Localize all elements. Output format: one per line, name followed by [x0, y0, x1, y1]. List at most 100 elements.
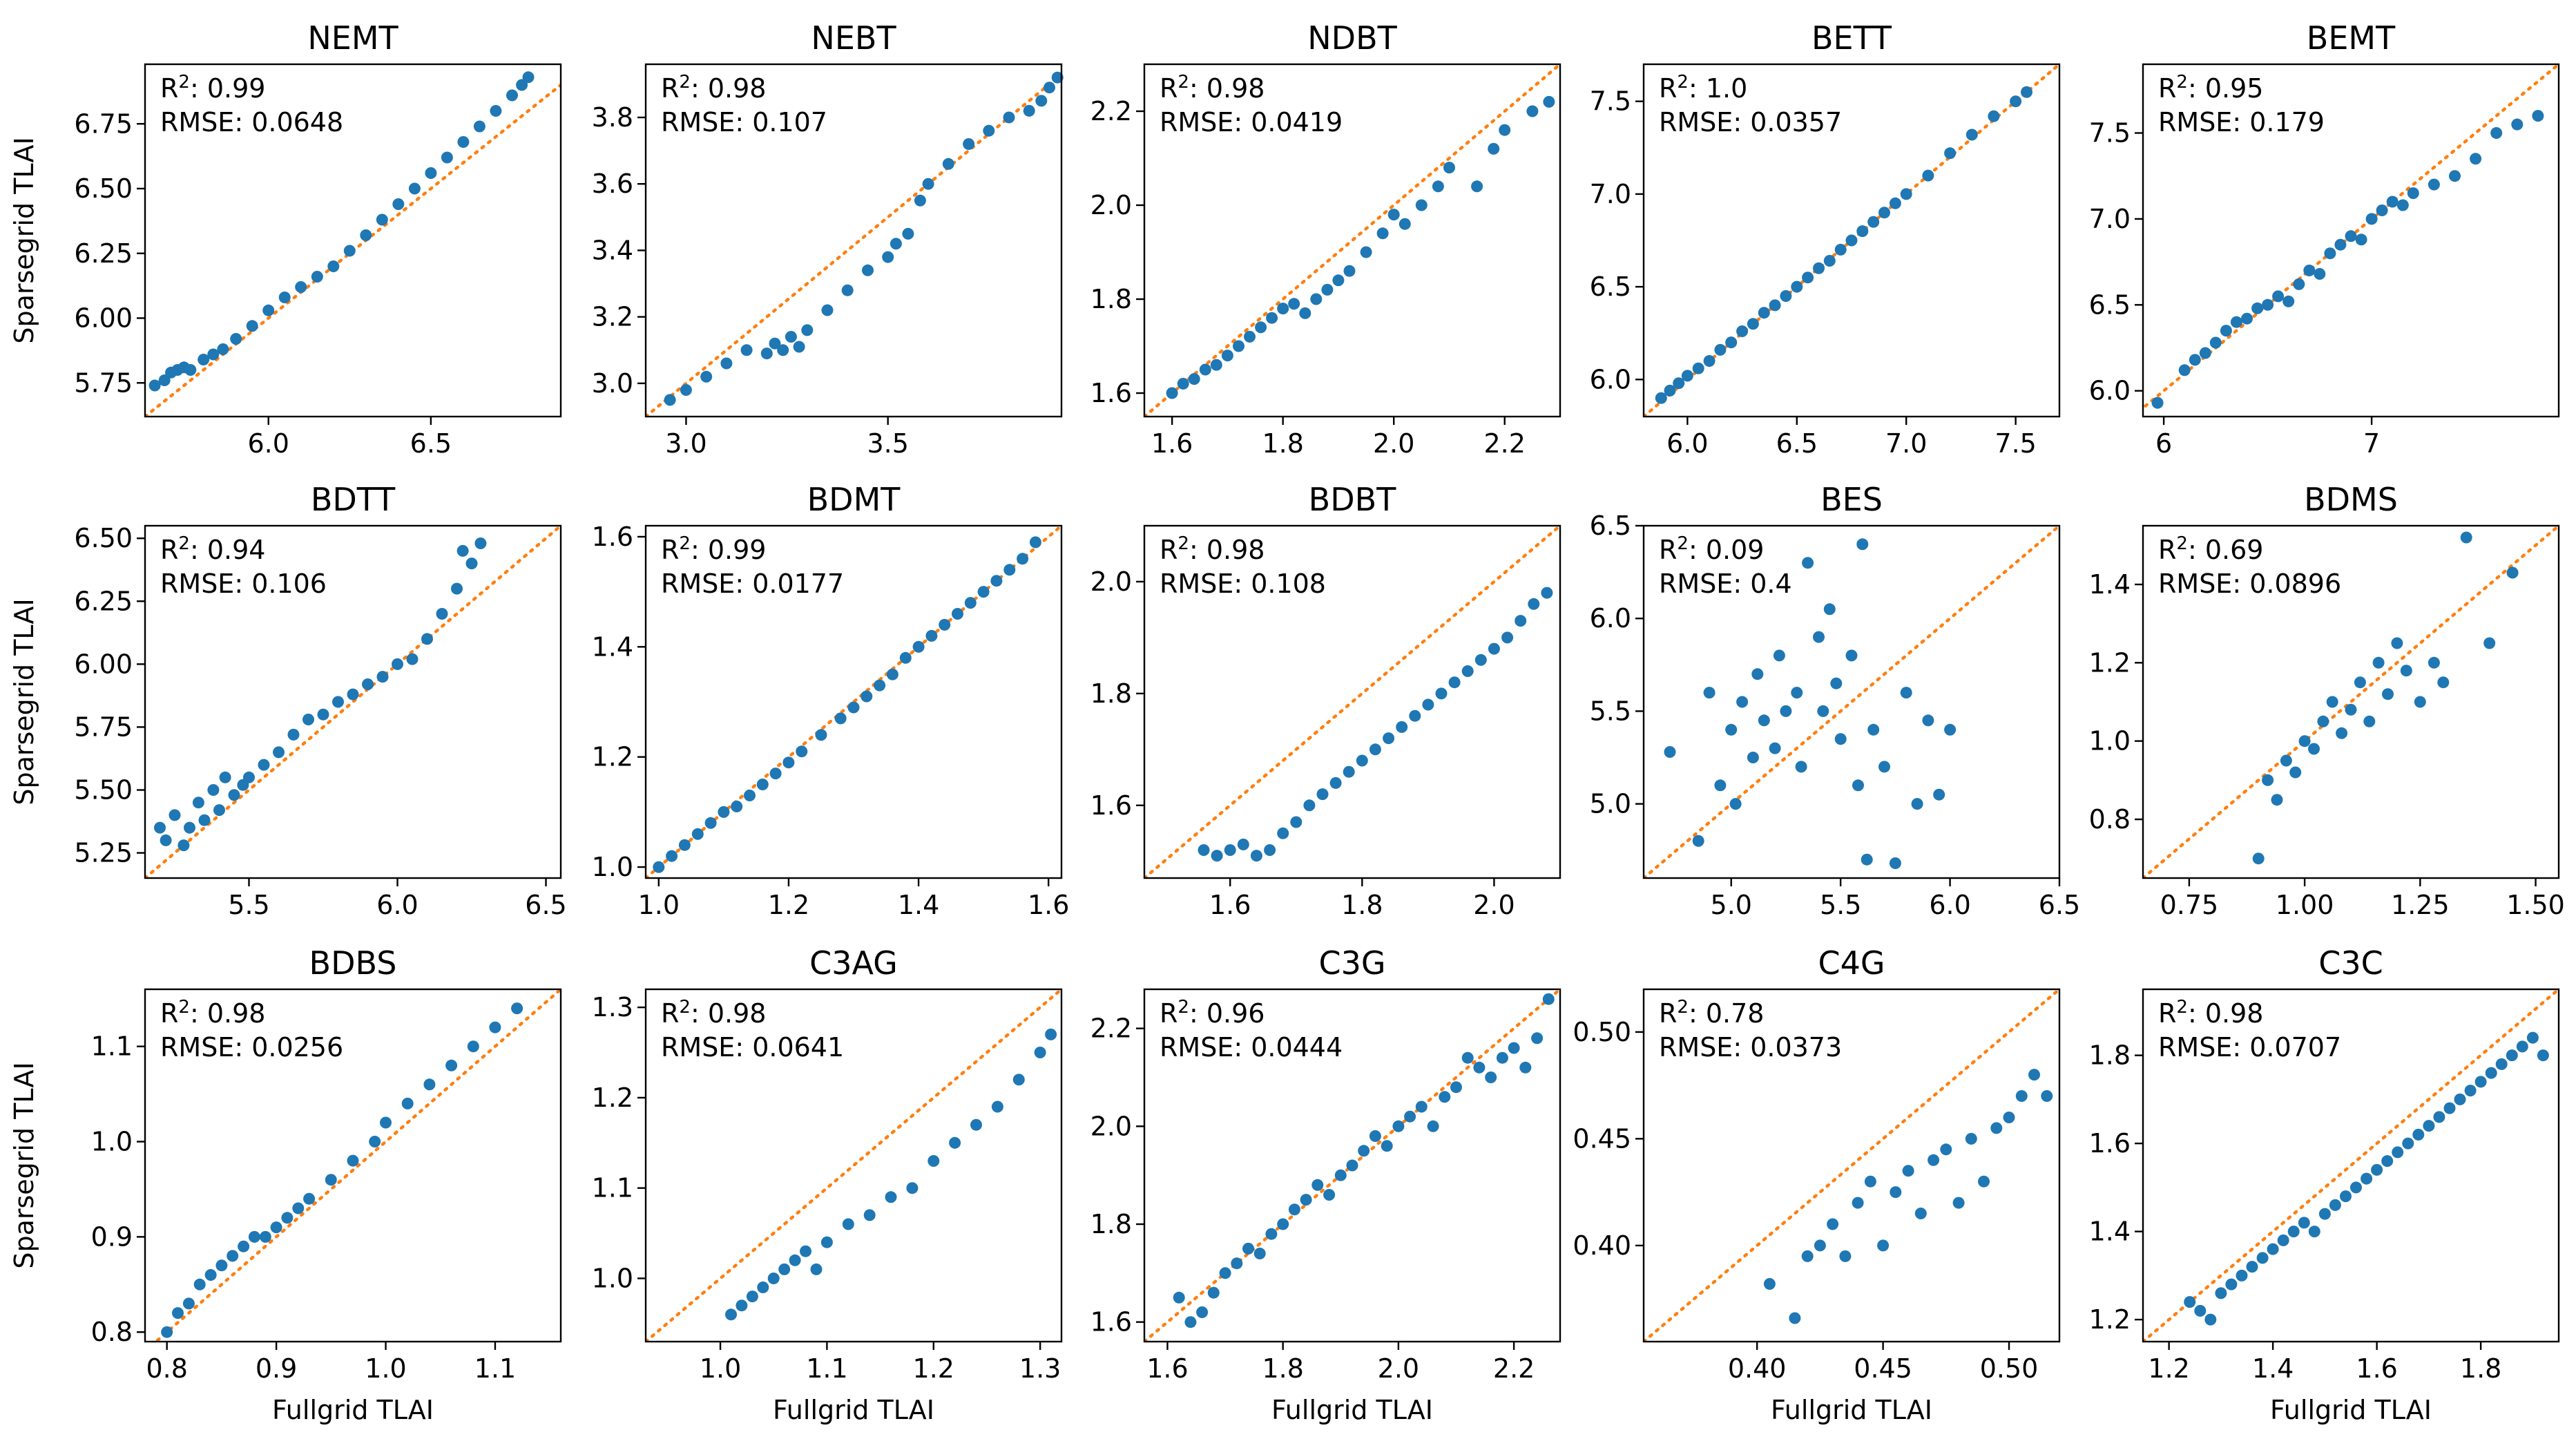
subplot-title: NDBT	[1307, 19, 1397, 57]
data-point	[1242, 1242, 1254, 1255]
identity-line	[145, 526, 561, 878]
x-tick-label: 0.50	[1980, 1353, 2039, 1384]
data-point	[2428, 656, 2440, 669]
y-tick-label: 2.2	[1090, 1013, 1132, 1044]
y-tick-label: 0.8	[2089, 804, 2131, 835]
data-point	[246, 320, 258, 332]
data-point	[2215, 1287, 2227, 1299]
data-point	[2015, 1090, 2028, 1102]
data-point	[1321, 283, 1334, 296]
x-tick-label: 6	[2155, 428, 2172, 459]
r2-annotation: R2: 0.78	[1659, 997, 1764, 1029]
data-point	[2474, 1076, 2487, 1088]
data-point	[2271, 794, 2283, 806]
subplot-bdms: 0.75 1.00 1.25 1.50 0.8 1.0 1.2 1.4 BDMS R2: 0.69…	[2089, 481, 2565, 920]
data-point	[847, 701, 860, 714]
subplot-title: BDMS	[2304, 481, 2398, 518]
data-point	[1299, 307, 1311, 319]
data-point	[2262, 298, 2274, 311]
data-point	[1188, 373, 1200, 385]
data-point	[740, 344, 753, 356]
y-tick-label: 6.50	[74, 523, 133, 553]
data-point	[287, 728, 300, 741]
data-point	[1488, 142, 1500, 155]
plot-frame	[1642, 63, 2061, 418]
data-point	[680, 384, 692, 396]
data-point	[2267, 1243, 2279, 1255]
data-point	[2280, 754, 2292, 767]
y-tick-label: 6.0	[1590, 603, 1631, 634]
data-point	[963, 138, 975, 150]
data-point	[172, 1307, 184, 1320]
data-point	[744, 790, 756, 801]
data-point	[678, 839, 691, 851]
x-tick-label: 1.8	[2460, 1353, 2501, 1384]
r2-annotation: R2: 0.98	[1160, 72, 1265, 104]
x-tick-label: 1.1	[474, 1353, 516, 1384]
data-point	[2204, 1313, 2217, 1326]
plot-frame	[2142, 988, 2560, 1343]
plot-frame	[144, 524, 562, 879]
data-point	[1343, 265, 1356, 277]
data-point	[1890, 1186, 1902, 1199]
data-point	[1988, 110, 2000, 122]
data-point	[401, 1097, 414, 1109]
data-point	[1664, 746, 1676, 758]
data-point	[2209, 336, 2222, 349]
data-point	[1432, 180, 1444, 193]
data-point	[2485, 1067, 2497, 1079]
data-point	[1017, 553, 1029, 565]
data-point	[516, 79, 528, 91]
data-point	[2428, 178, 2440, 191]
data-point	[736, 1299, 748, 1312]
subplot-bdbt: 1.6 1.8 2.0 1.6 1.8 2.0 BDBT R2: 0.98 RMSE: 0.10…	[1090, 481, 1561, 920]
plot-frame	[1143, 988, 1561, 1343]
data-point	[2400, 665, 2412, 677]
y-tick-label: 5.25	[74, 838, 133, 868]
data-point	[902, 227, 914, 240]
x-tick-label: 1.6	[1151, 428, 1193, 459]
data-point	[1830, 677, 1843, 689]
data-point	[1211, 850, 1223, 862]
data-point	[281, 1212, 294, 1224]
data-point	[789, 1254, 801, 1266]
data-point	[1542, 993, 1555, 1005]
x-tick-label: 6.5	[410, 428, 452, 459]
data-point	[810, 1263, 823, 1275]
data-point	[725, 1308, 737, 1321]
data-point	[451, 582, 463, 595]
y-tick-label: 6.25	[74, 586, 133, 616]
data-point	[2151, 397, 2164, 409]
data-point	[1383, 732, 1395, 745]
data-point	[1802, 557, 1814, 569]
rmse-annotation: RMSE: 0.0641	[661, 1032, 844, 1063]
y-tick-label: 1.8	[2089, 1040, 2131, 1071]
data-point	[332, 696, 344, 708]
data-point	[465, 558, 478, 570]
x-axis-label: Fullgrid TLAI	[2270, 1395, 2432, 1425]
data-point	[192, 797, 204, 809]
data-point	[347, 688, 359, 701]
y-tick-label: 0.45	[1573, 1123, 1631, 1154]
y-tick-label: 1.8	[1090, 1209, 1132, 1239]
data-point	[1528, 598, 1540, 610]
data-point	[691, 828, 704, 840]
data-point	[2317, 715, 2329, 727]
x-tick-label: 1.4	[898, 890, 939, 920]
data-point	[769, 768, 782, 780]
rmse-annotation: RMSE: 0.108	[1160, 569, 1326, 599]
data-point	[1889, 857, 1901, 869]
y-tick-label: 3.4	[592, 235, 633, 265]
rmse-annotation: RMSE: 0.107	[661, 107, 827, 137]
data-point	[1856, 225, 1869, 238]
data-point	[1791, 280, 1803, 293]
data-point	[347, 1154, 359, 1167]
data-point	[295, 281, 307, 293]
x-tick-label: 7.0	[1885, 428, 1927, 459]
data-point	[1747, 752, 1759, 763]
subplot-title: BEMT	[2307, 19, 2396, 57]
y-tick-label: 7.5	[2089, 118, 2131, 149]
subplot-bdmt: 1.0 1.2 1.4 1.6 1.0 1.2 1.4 1.6 BDMT R2: 0.99 RMSE…	[592, 481, 1070, 920]
data-point	[160, 834, 172, 846]
data-point	[1219, 1267, 1231, 1279]
